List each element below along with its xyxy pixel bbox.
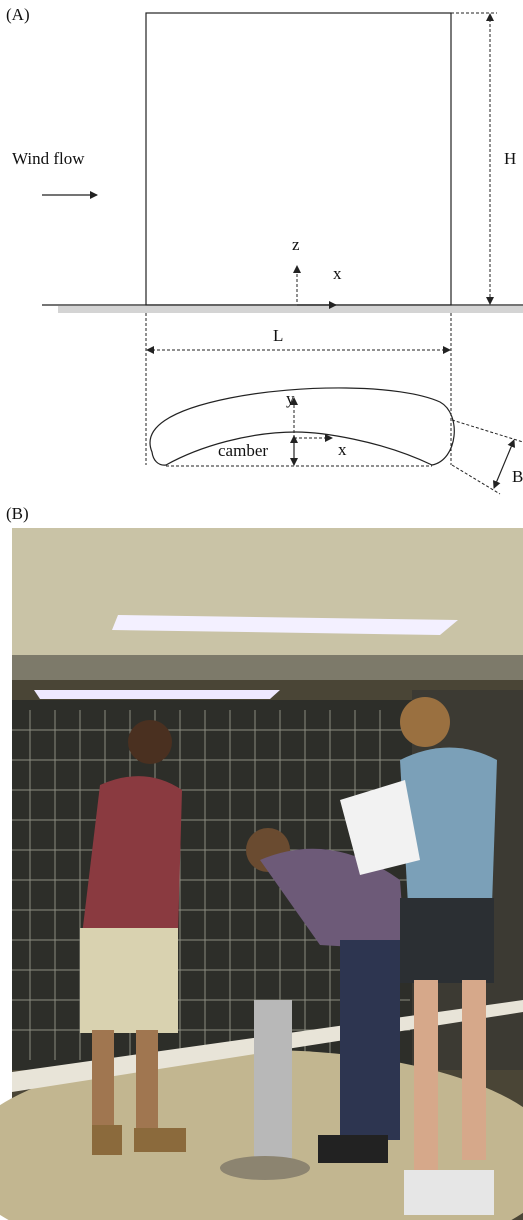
x-plan-label: x	[338, 440, 347, 459]
wind-label: Wind flow	[12, 149, 85, 168]
breadth-label: B	[512, 467, 523, 486]
height-label: H	[504, 149, 516, 168]
camber-label: camber	[218, 441, 268, 460]
panel-label: (A)	[6, 5, 30, 24]
ground	[58, 306, 523, 313]
breadth-guide	[452, 420, 523, 442]
airfoil	[150, 388, 454, 465]
x-label: x	[333, 264, 342, 283]
length-label: L	[273, 326, 283, 345]
figure: (A) Wind flow H z x L y camber x B (B)	[0, 0, 523, 1220]
photo	[0, 528, 523, 1220]
z-label: z	[292, 235, 300, 254]
panel-a: (A) Wind flow H z x L y camber x B	[6, 5, 523, 494]
panel-b: (B)	[0, 504, 523, 1220]
panel-label: (B)	[6, 504, 29, 523]
breadth-guide	[452, 465, 500, 494]
domain-box	[146, 13, 451, 305]
breadth-arrow	[494, 440, 514, 488]
y-label: y	[286, 389, 295, 408]
